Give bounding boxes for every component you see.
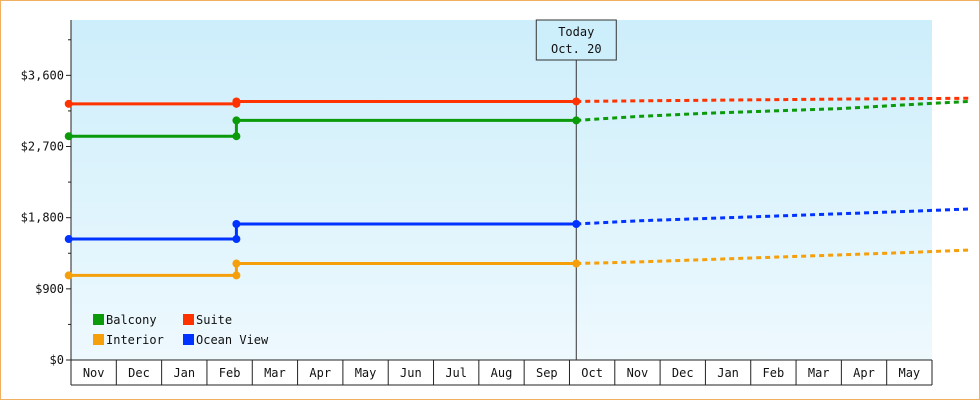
series-balcony-point[interactable] (232, 116, 241, 125)
series-balcony-point[interactable] (64, 132, 73, 141)
series-interior-forecast (576, 248, 969, 266)
legend-swatch-ocean-view (183, 334, 194, 345)
x-month-label: Nov (627, 366, 649, 380)
series-balcony (64, 99, 969, 141)
x-month-label: May (898, 366, 920, 380)
series-balcony-forecast (576, 99, 969, 122)
series-interior-point[interactable] (232, 259, 241, 268)
today-date: Oct. 20 (551, 42, 602, 56)
x-month-label: Jan (717, 366, 739, 380)
x-month-label: Nov (83, 366, 105, 380)
series-balcony-point[interactable] (232, 132, 241, 141)
series-interior-line (68, 262, 577, 277)
legend-label-interior: Interior (106, 333, 164, 347)
series-interior-point[interactable] (232, 271, 241, 280)
x-month-label: Apr (853, 366, 875, 380)
series-ocean-view-point[interactable] (232, 220, 241, 228)
x-month-label: Apr (309, 366, 331, 380)
legend-swatch-interior (93, 334, 104, 345)
x-month-label: Jan (173, 366, 195, 380)
y-tick-label: $2,700 (21, 140, 64, 154)
series-suite-point[interactable] (232, 97, 241, 106)
y-tick-label: $3,600 (21, 68, 64, 82)
x-month-label: Dec (672, 366, 694, 380)
series-ocean-view-point[interactable] (572, 220, 581, 228)
x-month-label: Feb (219, 366, 241, 380)
x-month-label: Mar (808, 366, 830, 380)
y-tick-label: $1,800 (21, 211, 64, 225)
legend-label-suite: Suite (196, 313, 232, 327)
series-ocean-view-forecast (576, 207, 969, 226)
legend-label-ocean-view: Ocean View (196, 333, 269, 347)
today-label: Today (558, 25, 594, 39)
series-ocean-view-point[interactable] (64, 235, 73, 244)
series-balcony-point[interactable] (572, 116, 581, 125)
series-suite-point[interactable] (572, 97, 581, 106)
series-interior (64, 248, 969, 280)
x-month-label: Jun (400, 366, 422, 380)
today-box (535, 19, 617, 61)
series-interior-point[interactable] (64, 271, 73, 280)
x-month-label: Aug (491, 366, 513, 380)
series-interior-point[interactable] (572, 259, 581, 268)
series-suite (64, 96, 969, 108)
series-ocean-view-line (68, 222, 577, 241)
plot-background (71, 20, 932, 360)
series-balcony-line (68, 118, 577, 138)
legend-swatch-suite (183, 314, 194, 325)
x-month-label: Jul (445, 366, 467, 380)
x-month-label: Oct (581, 366, 603, 380)
x-month-label: Mar (264, 366, 286, 380)
x-month-label: Sep (536, 366, 558, 380)
y-tick-label: $0 (50, 353, 64, 367)
x-month-label: Feb (763, 366, 785, 380)
series-suite-point[interactable] (64, 99, 73, 108)
legend-label-balcony: Balcony (106, 313, 157, 327)
x-month-label: May (355, 366, 377, 380)
series-ocean-view-point[interactable] (232, 235, 241, 244)
x-month-label: Dec (128, 366, 150, 380)
y-tick-label: $900 (35, 282, 64, 296)
series-ocean-view (64, 207, 969, 244)
legend-swatch-balcony (93, 314, 104, 325)
series-suite-forecast (576, 96, 969, 103)
